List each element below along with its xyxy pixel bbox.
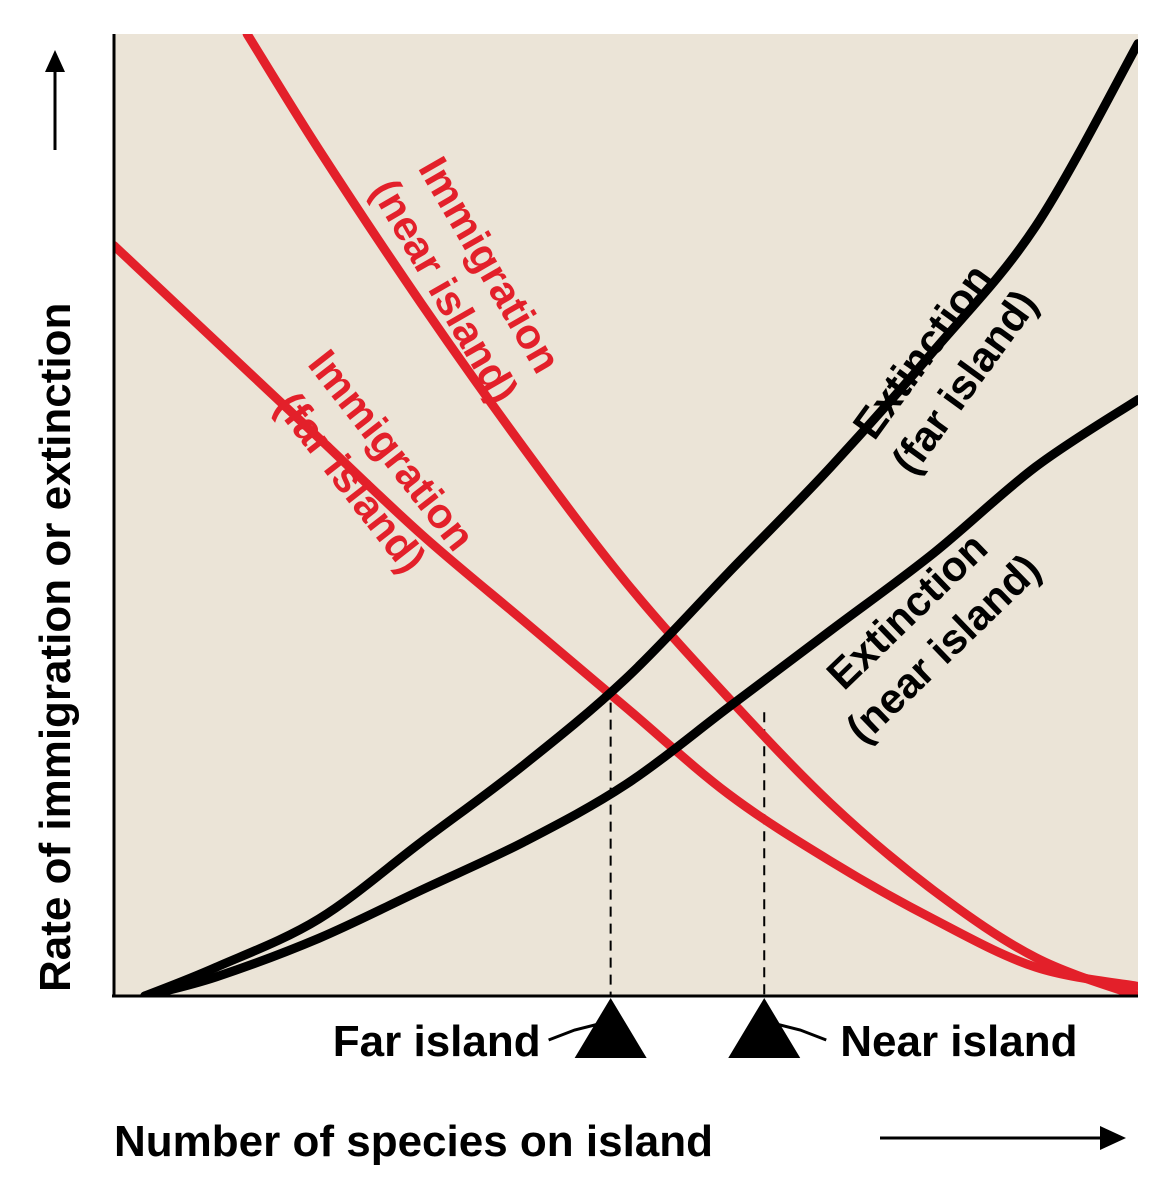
far-island-label: Far island <box>333 1017 541 1066</box>
y-axis-label: Rate of immigration or extinction <box>31 303 80 992</box>
x-axis-arrow-icon <box>1100 1126 1126 1150</box>
immigration-near-island-curve <box>242 34 1138 996</box>
extinction-near-island-curve <box>140 395 1138 996</box>
far-island-leader-line <box>548 1020 608 1042</box>
far-island-marker-icon <box>574 998 647 1058</box>
near-island-label: Near island <box>840 1017 1077 1066</box>
extinction-far-island-curve <box>140 39 1138 996</box>
plot-area <box>114 34 1138 996</box>
x-axis-label: Number of species on island <box>114 1117 713 1166</box>
y-axis-arrow-icon <box>45 50 65 72</box>
curves <box>114 34 1138 996</box>
near-island-leader-line <box>767 1020 827 1042</box>
equilibrium-markers: Far island Near island <box>333 998 1077 1066</box>
immigration-far-island-curve <box>114 241 1138 991</box>
equilibrium-guides <box>609 702 766 996</box>
near-island-marker-icon <box>728 998 801 1058</box>
